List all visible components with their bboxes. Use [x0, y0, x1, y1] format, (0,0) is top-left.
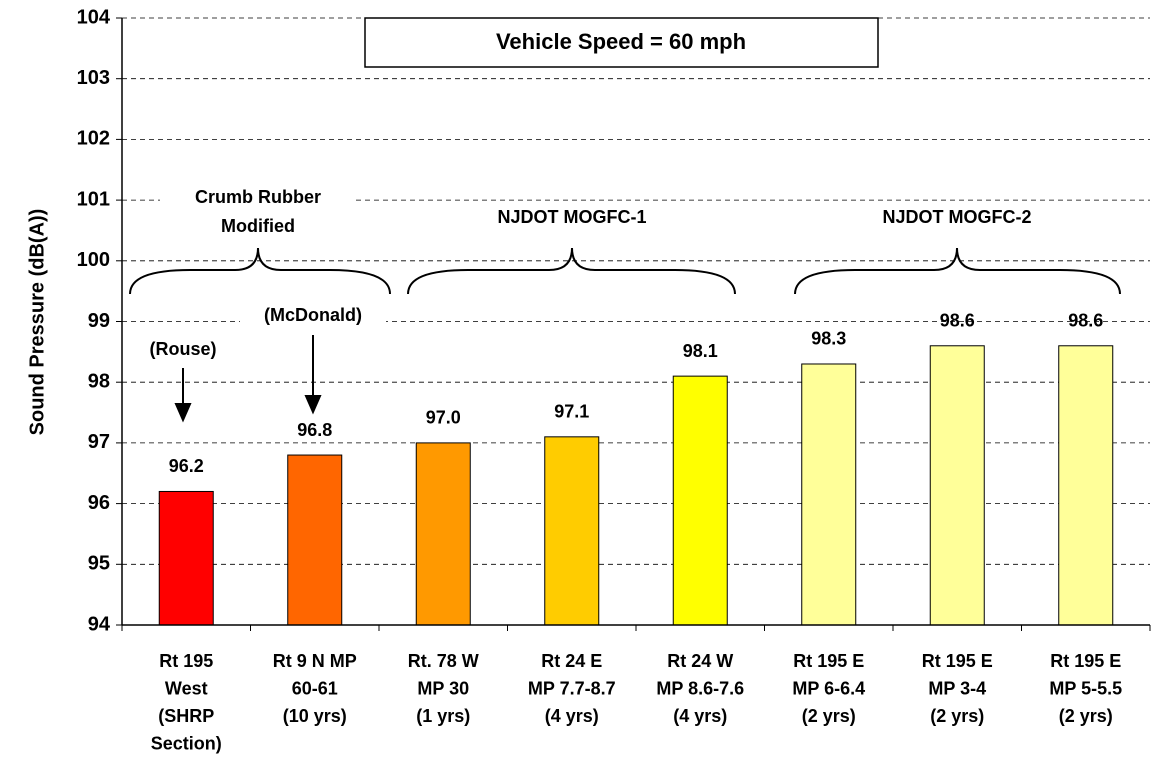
x-tick-label: (4 yrs): [545, 706, 599, 726]
y-tick-label: 101: [77, 188, 110, 210]
x-tick-label: MP 3-4: [928, 678, 986, 698]
bar: [287, 454, 343, 626]
x-tick-label: MP 6-6.4: [792, 678, 865, 698]
brace: [794, 247, 1121, 295]
x-tick-label: MP 30: [417, 678, 469, 698]
x-tick-label: MP 5-5.5: [1049, 678, 1122, 698]
x-tick-label: Rt 195 E: [922, 651, 993, 671]
y-tick-label: 99: [88, 310, 110, 332]
chart-title: Vehicle Speed = 60 mph: [496, 29, 746, 54]
x-tick-label: Rt 24 E: [541, 651, 602, 671]
x-tick-label: Rt 195: [159, 651, 213, 671]
y-axis-label: Sound Pressure (dB(A)): [26, 209, 48, 436]
x-tick-label: (2 yrs): [802, 706, 856, 726]
value-label: 98.6: [940, 311, 975, 331]
x-tick-label: Rt 195 E: [793, 651, 864, 671]
brace: [129, 247, 391, 295]
x-tick-label: 60-61: [292, 678, 338, 698]
x-tick-label: MP 7.7-8.7: [528, 678, 616, 698]
annotation: NJDOT MOGFC-2: [882, 207, 1031, 227]
value-label: 96.2: [169, 456, 204, 476]
title-box: [364, 17, 879, 68]
bar: [544, 436, 600, 626]
y-tick-label: 103: [77, 67, 110, 89]
y-tick-label: 100: [77, 249, 110, 271]
arrow-head: [304, 395, 322, 415]
annotation: (Rouse): [150, 339, 217, 359]
y-tick-label: 104: [77, 6, 111, 28]
value-label: 97.0: [426, 408, 461, 428]
y-tick-label: 98: [88, 370, 110, 392]
x-tick-label: Rt 9 N MP: [273, 651, 357, 671]
annotation: Modified: [221, 216, 295, 236]
x-tick-label: (SHRP: [158, 706, 214, 726]
x-tick-label: (1 yrs): [416, 706, 470, 726]
bar: [1058, 345, 1114, 626]
x-tick-label: Rt 195 E: [1050, 651, 1121, 671]
x-tick-label: Section): [151, 733, 222, 753]
x-tick-label: Rt. 78 W: [408, 651, 479, 671]
y-tick-label: 102: [77, 128, 110, 150]
arrow-head: [174, 403, 192, 423]
value-label: 98.1: [683, 341, 718, 361]
bar: [672, 375, 728, 626]
x-tick-label: West: [165, 678, 208, 698]
arrows: [174, 335, 322, 423]
x-tick-label: (4 yrs): [673, 706, 727, 726]
bar: [158, 490, 214, 626]
x-tick-label: (10 yrs): [283, 706, 347, 726]
y-tick-label: 96: [88, 492, 110, 514]
y-tick-label: 95: [88, 553, 110, 575]
x-tick-label: (2 yrs): [930, 706, 984, 726]
annotation: Crumb Rubber: [195, 187, 321, 207]
value-label: 98.3: [811, 329, 846, 349]
annotation: NJDOT MOGFC-1: [497, 207, 646, 227]
x-tick-label: MP 8.6-7.6: [656, 678, 744, 698]
bar: [929, 345, 985, 626]
value-label: 97.1: [554, 402, 589, 422]
brace: [407, 247, 736, 295]
annotation: (McDonald): [264, 305, 362, 325]
bar: [801, 363, 857, 626]
x-tick-label: (2 yrs): [1059, 706, 1113, 726]
braces: [129, 247, 1121, 295]
y-tick-label: 97: [88, 431, 110, 453]
y-tick-label: 94: [88, 613, 111, 635]
label-bg: [455, 202, 689, 234]
value-label: 98.6: [1068, 311, 1103, 331]
bar: [415, 442, 471, 626]
value-label: 96.8: [297, 420, 332, 440]
x-tick-label: Rt 24 W: [667, 651, 733, 671]
label-bg: [160, 182, 355, 240]
label-bg: [840, 202, 1074, 234]
label-bg: [240, 300, 386, 332]
